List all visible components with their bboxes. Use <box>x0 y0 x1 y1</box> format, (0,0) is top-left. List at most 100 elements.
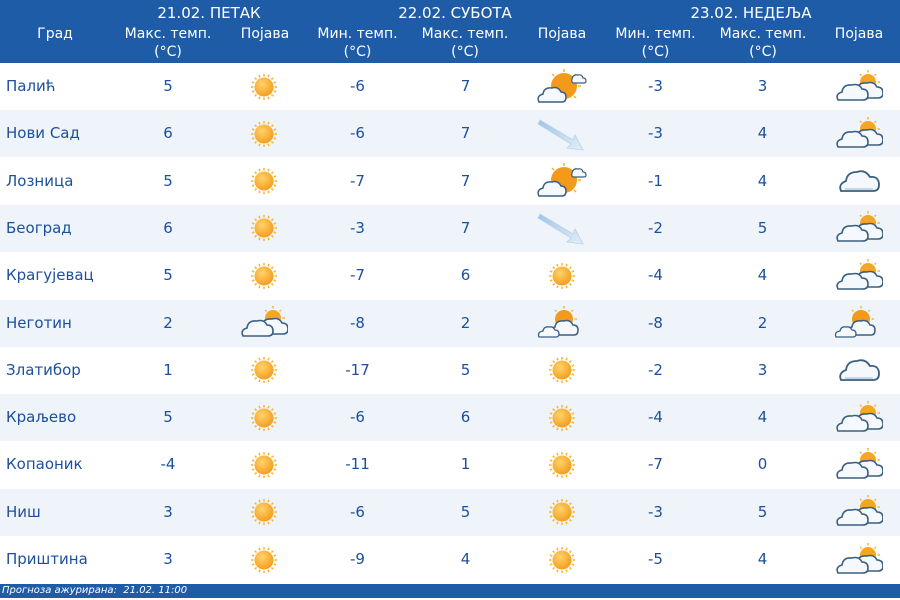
day-3-max-temp: 5 <box>757 218 768 237</box>
cloud-icon <box>823 158 895 205</box>
day-1-max-temp: 3 <box>163 502 173 521</box>
unit-label: (°C) <box>154 44 182 60</box>
table-row: Лозница 5 -7 7 -1 4 <box>0 157 900 205</box>
day-2-max-temp: 7 <box>460 77 471 95</box>
max-temp-label: Макс. темп. <box>719 26 807 42</box>
day-2-max-temp: 5 <box>460 502 471 521</box>
sun-icon <box>527 252 597 299</box>
unit-label: (°C) <box>749 44 777 60</box>
day-3-min-temp: -4 <box>648 408 663 427</box>
day-1-max-temp: 6 <box>163 218 173 237</box>
day-2-min-temp: -6 <box>350 124 365 143</box>
sun-icon <box>229 394 299 441</box>
day-1-max-temp-header: Макс. темп. (°C) <box>113 25 223 61</box>
table-row: Неготин 2 -8 2 -8 2 <box>0 299 900 347</box>
clouds-sun-icon <box>823 110 895 157</box>
clouds-sun-icon <box>823 489 895 536</box>
day-3-min-temp: -5 <box>648 550 663 568</box>
day-3-max-temp: 4 <box>757 171 768 190</box>
clouds-sun-icon <box>229 300 299 347</box>
day-2-min-temp: -6 <box>350 408 365 427</box>
table-row: Копаоник -4 -11 1 -7 0 <box>0 441 900 489</box>
table-row: Београд 6 -3 7 -2 5 <box>0 204 900 252</box>
city-name: Лозница <box>6 171 74 190</box>
sun-cloud-icon <box>527 63 597 110</box>
cloud-icon <box>823 347 895 394</box>
city-name: Ниш <box>6 502 41 521</box>
city-name: Копаоник <box>6 455 83 474</box>
sun-icon <box>229 347 299 394</box>
day-3-max-temp: 0 <box>757 455 768 474</box>
max-temp-label: Макс. темп. <box>124 26 212 42</box>
unit-label: (°C) <box>641 44 670 60</box>
day-3-max-temp: 4 <box>757 124 768 143</box>
table-row: Нови Сад 6 -6 7 -3 4 <box>0 110 900 158</box>
city-name: Палић <box>6 77 56 95</box>
day-2-min-temp: -6 <box>350 502 365 521</box>
day-2-max-temp: 7 <box>460 171 471 190</box>
day-2-min-temp-header: Мин. темп. (°C) <box>305 25 410 61</box>
day-2-max-temp: 7 <box>460 218 471 237</box>
day-3-max-temp: 3 <box>757 77 768 95</box>
day-2-max-temp: 4 <box>460 550 471 568</box>
day-3-min-temp: -3 <box>648 77 663 95</box>
unit-label: (°C) <box>451 44 479 60</box>
city-name: Неготин <box>6 313 72 332</box>
day-2-phenomenon-header: Појава <box>537 26 587 42</box>
clouds-sun-icon <box>823 63 895 110</box>
sun-icon <box>229 536 299 583</box>
city-name: Крагујевац <box>6 266 94 285</box>
day-2-min-temp: -11 <box>345 455 370 474</box>
table-row: Краљево 5 -6 6 -4 4 <box>0 394 900 442</box>
min-temp-label: Мин. темп. <box>615 26 696 42</box>
day-2-min-temp: -6 <box>350 77 365 95</box>
day-2-max-temp: 6 <box>460 266 471 285</box>
day-2-max-temp: 5 <box>460 360 471 379</box>
day-2-min-temp: -8 <box>350 313 365 332</box>
day-3-min-temp-header: Мин. темп. (°C) <box>603 25 708 61</box>
day-3-min-temp: -2 <box>648 218 663 237</box>
day-1-max-temp: 5 <box>163 408 173 427</box>
day-2-max-temp: 6 <box>460 408 471 427</box>
day-1-phenomenon-header: Појава <box>240 26 290 42</box>
sun-icon <box>229 158 299 205</box>
city-name: Приштина <box>6 550 88 568</box>
day-3-min-temp: -4 <box>648 266 663 285</box>
day-2-min-temp: -3 <box>350 218 365 237</box>
day-3-title: 23.02. НЕДЕЉА <box>690 4 812 22</box>
day-2-max-temp: 2 <box>460 313 471 332</box>
table-header: Град 21.02. ПЕТАК 22.02. СУБОТА 23.02. Н… <box>0 0 900 63</box>
day-3-max-temp-header: Макс. темп. (°C) <box>708 25 818 61</box>
wind-arrow-icon <box>527 110 597 157</box>
city-name: Нови Сад <box>6 124 80 143</box>
wind-arrow-icon <box>527 205 597 252</box>
day-3-max-temp: 4 <box>757 266 768 285</box>
clouds-sun-icon <box>823 205 895 252</box>
day-1-max-temp: -4 <box>160 455 176 474</box>
day-3-min-temp: -8 <box>648 313 663 332</box>
day-3-max-temp: 2 <box>757 313 768 332</box>
table-row: Крагујевац 5 -7 6 -4 4 <box>0 252 900 300</box>
unit-label: (°C) <box>343 44 372 60</box>
clouds-sun-icon <box>823 536 895 583</box>
update-footer: Прогноза ажурирана: 21.02. 11:00 <box>0 584 900 598</box>
sun-icon <box>229 252 299 299</box>
sun-icon <box>229 441 299 488</box>
sun-icon <box>229 110 299 157</box>
day-3-min-temp: -3 <box>648 124 663 143</box>
table-row: Ниш 3 -6 5 -3 5 <box>0 488 900 536</box>
sun-icon <box>229 63 299 110</box>
day-2-title: 22.02. СУБОТА <box>398 4 512 22</box>
day-2-max-temp: 1 <box>460 455 471 474</box>
sun-behind-cloud-icon <box>823 300 895 347</box>
clouds-sun-icon <box>823 394 895 441</box>
day-2-min-temp: -17 <box>345 360 370 379</box>
min-temp-label: Мин. темп. <box>317 26 398 42</box>
city-name: Краљево <box>6 408 77 427</box>
sun-icon <box>229 489 299 536</box>
sun-cloud-icon <box>527 158 597 205</box>
clouds-sun-icon <box>823 252 895 299</box>
city-name: Београд <box>6 218 72 237</box>
day-1-max-temp: 5 <box>163 266 173 285</box>
sun-icon <box>527 536 597 583</box>
